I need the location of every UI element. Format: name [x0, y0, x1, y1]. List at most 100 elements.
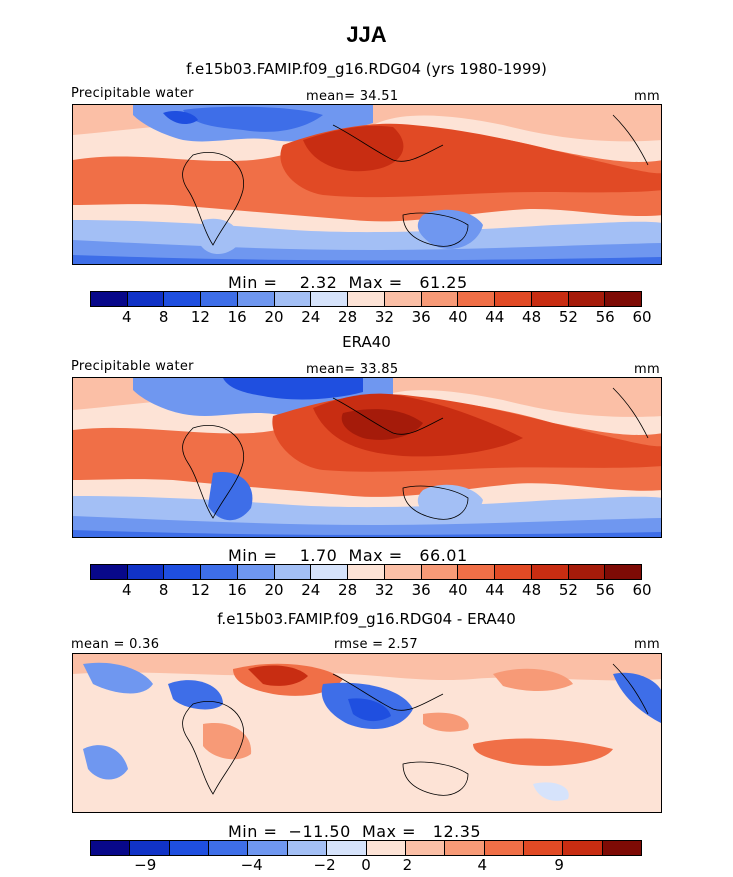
- colorbar-swatch: [348, 292, 385, 306]
- figure-title: JJA: [346, 22, 387, 47]
- colorbar-tick-label: 20: [264, 581, 284, 599]
- colorbar-swatch: [384, 565, 422, 579]
- colorbar-tick-label: 60: [632, 581, 652, 599]
- colorbar-swatch: [458, 565, 496, 579]
- panel-2-map: [72, 377, 662, 538]
- panel-1-mean-label: mean= 34.51: [306, 89, 399, 104]
- colorbar-tick-label: 4: [477, 856, 488, 874]
- colorbar-swatch: [237, 292, 275, 306]
- colorbar-swatch: [327, 841, 367, 855]
- colorbar-swatch: [445, 841, 485, 855]
- colorbar-tick-label: 20: [264, 308, 284, 326]
- colorbar-tick-label: 48: [522, 581, 542, 599]
- colorbar-tick-label: 56: [595, 308, 615, 326]
- colorbar-tick-label: 4: [122, 581, 132, 599]
- colorbar-swatch: [568, 292, 606, 306]
- colorbar-tick-label: 28: [338, 581, 358, 599]
- colorbar-tick-label: 56: [595, 581, 615, 599]
- panel-3-min-max: Min = −11.50 Max = 12.35: [228, 822, 482, 841]
- panel-1-map: [72, 104, 662, 265]
- colorbar-swatch: [523, 841, 564, 855]
- colorbar-swatch: [237, 565, 275, 579]
- colorbar-swatch: [91, 565, 128, 579]
- colorbar-swatch: [531, 565, 569, 579]
- colorbar-swatch: [484, 841, 524, 855]
- colorbar-swatch: [164, 292, 202, 306]
- panel-2-mean-label: mean= 33.85: [306, 362, 399, 377]
- colorbar-swatch: [201, 292, 238, 306]
- colorbar-swatch: [458, 292, 496, 306]
- colorbar-tick-label: 4: [122, 308, 132, 326]
- colorbar-tick-label: −9: [134, 856, 157, 874]
- panel-1-map-field: [73, 105, 661, 264]
- colorbar-swatch: [130, 841, 170, 855]
- panel-2-variable-label: Precipitable water: [71, 359, 194, 374]
- colorbar-tick-label: 44: [485, 581, 505, 599]
- panel-3-mean-label: mean = 0.36: [71, 637, 160, 652]
- colorbar-swatch: [169, 841, 210, 855]
- colorbar-tick-label: 12: [190, 581, 210, 599]
- panel-2-min-max: Min = 1.70 Max = 66.01: [228, 546, 468, 565]
- colorbar-tick-label: 52: [558, 581, 578, 599]
- colorbar-tick-label: −4: [240, 856, 263, 874]
- colorbar-swatch: [201, 565, 238, 579]
- colorbar-swatch: [405, 841, 446, 855]
- colorbar-swatch: [91, 292, 128, 306]
- panel-1-variable-label: Precipitable water: [71, 86, 194, 101]
- panel-3-units-label: mm: [634, 637, 660, 652]
- colorbar-tick-label: 12: [190, 308, 210, 326]
- panel-1-title: f.e15b03.FAMIP.f09_g16.RDG04 (yrs 1980-1…: [186, 60, 547, 78]
- colorbar-tick-label: 28: [338, 308, 358, 326]
- colorbar-swatch: [248, 841, 288, 855]
- panel-3-colorbar: [90, 840, 642, 856]
- panel-1-min-max: Min = 2.32 Max = 61.25: [228, 273, 468, 292]
- colorbar-tick-label: 60: [632, 308, 652, 326]
- panel-3-colorbar-labels: −9 −4 −2 0 2 4 9: [90, 856, 642, 876]
- colorbar-tick-label: 0: [361, 856, 371, 874]
- colorbar-swatch: [274, 292, 312, 306]
- colorbar-swatch: [605, 565, 642, 579]
- colorbar-tick-label: 32: [374, 308, 394, 326]
- colorbar-swatch: [495, 292, 532, 306]
- colorbar-swatch: [127, 292, 165, 306]
- colorbar-swatch: [421, 292, 459, 306]
- colorbar-tick-label: −2: [313, 856, 336, 874]
- colorbar-swatch: [287, 841, 328, 855]
- panel-1-colorbar-labels: 4 8 12 16 20 24 28 32 36 40 44 48 52 56 60: [90, 308, 652, 328]
- colorbar-swatch: [311, 292, 349, 306]
- colorbar-tick-label: 48: [522, 308, 542, 326]
- panel-1-colorbar: [90, 291, 642, 307]
- colorbar-tick-label: 44: [485, 308, 505, 326]
- panel-2-map-field: [73, 378, 661, 537]
- colorbar-swatch: [91, 841, 131, 855]
- panel-2-colorbar: [90, 564, 642, 580]
- colorbar-tick-label: 52: [558, 308, 578, 326]
- colorbar-tick-label: 36: [411, 308, 431, 326]
- colorbar-tick-label: 8: [158, 581, 169, 599]
- colorbar-tick-label: 40: [448, 308, 468, 326]
- colorbar-swatch: [366, 841, 406, 855]
- colorbar-swatch: [495, 565, 532, 579]
- panel-2-units-label: mm: [634, 362, 660, 377]
- colorbar-swatch: [209, 841, 249, 855]
- colorbar-tick-label: 8: [158, 308, 169, 326]
- colorbar-tick-label: 40: [448, 581, 468, 599]
- panel-3-rmse-label: rmse = 2.57: [334, 637, 418, 652]
- colorbar-tick-label: 16: [227, 308, 247, 326]
- colorbar-swatch: [348, 565, 385, 579]
- panel-2-title: ERA40: [342, 333, 391, 351]
- colorbar-swatch: [311, 565, 349, 579]
- colorbar-swatch: [605, 292, 642, 306]
- colorbar-tick-label: 16: [227, 581, 247, 599]
- colorbar-tick-label: 36: [411, 581, 431, 599]
- panel-1-units-label: mm: [634, 89, 660, 104]
- panel-2-colorbar-labels: 4 8 12 16 20 24 28 32 36 40 44 48 52 56 60: [90, 581, 652, 601]
- colorbar-tick-label: 32: [374, 581, 394, 599]
- panel-3-map-field: [73, 654, 661, 812]
- colorbar-swatch: [602, 841, 642, 855]
- colorbar-swatch: [127, 565, 165, 579]
- colorbar-swatch: [568, 565, 606, 579]
- panel-3-title: f.e15b03.FAMIP.f09_g16.RDG04 - ERA40: [217, 610, 516, 628]
- colorbar-tick-label: 24: [301, 308, 321, 326]
- colorbar-swatch: [274, 565, 312, 579]
